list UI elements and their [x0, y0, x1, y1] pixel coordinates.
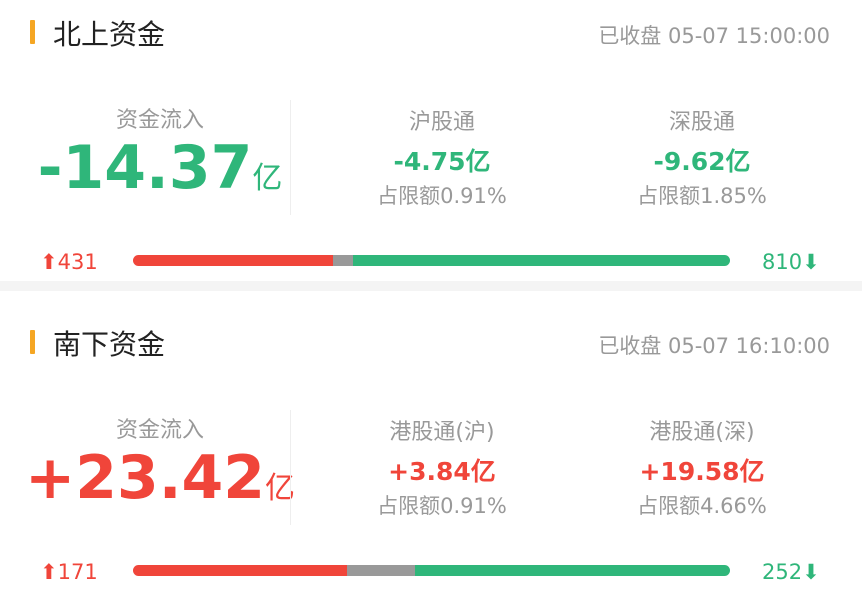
channel-ratio: 占限额4.66%	[637, 494, 767, 518]
flow-label: 资金流入	[115, 418, 204, 443]
channel-label: 港股通(沪)	[389, 420, 495, 445]
channel-label: 港股通(深)	[649, 420, 755, 445]
arrow-down-icon: ⬇	[802, 560, 820, 584]
section-title: 北上资金	[53, 18, 166, 51]
channel-value: +3.84亿	[388, 457, 496, 486]
channel-value: +19.58亿	[639, 457, 765, 486]
channel-1[interactable]: 深股通 -9.62亿 占限额1.85%	[572, 104, 832, 210]
divider	[290, 100, 291, 215]
net-flow-value: -14.37亿	[15, 133, 305, 203]
channel-1[interactable]: 港股通(深) +19.58亿 占限额4.66%	[572, 414, 832, 520]
title-accent-bar	[30, 330, 35, 354]
section-title: 南下资金	[53, 328, 166, 361]
arrow-down-icon: ⬇	[802, 250, 820, 274]
bar-flat-segment	[346, 565, 415, 576]
net-flow-number: -14.37	[37, 133, 253, 203]
net-flow-number: +23.42	[24, 443, 266, 513]
up-count: ⬆431	[40, 250, 98, 274]
up-count-value: 431	[57, 250, 98, 274]
bar-up-segment	[133, 255, 333, 266]
bar-flat-segment	[332, 255, 354, 266]
section-separator	[0, 281, 862, 291]
up-count: ⬆171	[40, 560, 98, 584]
channel-label: 沪股通	[408, 110, 475, 135]
channel-ratio: 占限额1.85%	[637, 184, 767, 208]
down-count: 252⬇	[762, 560, 820, 584]
channel-value: -9.62亿	[653, 147, 751, 176]
bar-down-segment	[414, 565, 730, 576]
divider	[290, 410, 291, 525]
down-count: 810⬇	[762, 250, 820, 274]
arrow-up-icon: ⬆	[40, 250, 58, 274]
status-time: 已收盘 05-07 16:10:00	[598, 334, 830, 358]
net-flow-unit: 亿	[252, 161, 283, 196]
down-count-value: 252	[762, 560, 803, 584]
arrow-up-icon: ⬆	[40, 560, 58, 584]
bar-up-segment	[133, 565, 347, 576]
channel-0[interactable]: 港股通(沪) +3.84亿 占限额0.91%	[312, 414, 572, 520]
up-count-value: 171	[57, 560, 98, 584]
channel-value: -4.75亿	[393, 147, 491, 176]
down-count-value: 810	[762, 250, 803, 274]
up-down-ratio-bar	[133, 565, 730, 576]
status-time: 已收盘 05-07 15:00:00	[598, 24, 830, 48]
title-accent-bar	[30, 20, 35, 44]
southbound-section: 南下资金 已收盘 05-07 16:10:00 资金流入 +23.42亿 港股通…	[0, 310, 862, 590]
channel-0[interactable]: 沪股通 -4.75亿 占限额0.91%	[312, 104, 572, 210]
bar-down-segment	[353, 255, 730, 266]
channel-ratio: 占限额0.91%	[377, 184, 507, 208]
channel-ratio: 占限额0.91%	[377, 494, 507, 518]
northbound-section: 北上资金 已收盘 05-07 15:00:00 资金流入 -14.37亿 沪股通…	[0, 0, 862, 280]
flow-label: 资金流入	[115, 108, 204, 133]
up-down-ratio-bar	[133, 255, 730, 266]
channel-label: 深股通	[668, 110, 735, 135]
net-flow-value: +23.42亿	[15, 443, 305, 513]
